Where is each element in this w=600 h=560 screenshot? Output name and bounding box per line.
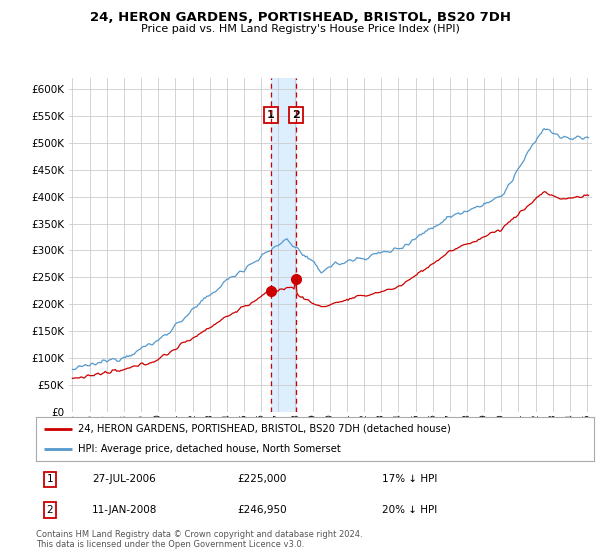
Bar (271, 78, 296, 412)
Text: 24, HERON GARDENS, PORTISHEAD, BRISTOL, BS20 7DH: 24, HERON GARDENS, PORTISHEAD, BRISTOL, … (89, 11, 511, 24)
Text: 1: 1 (267, 110, 275, 120)
Text: 24, HERON GARDENS, PORTISHEAD, BRISTOL, BS20 7DH (detached house): 24, HERON GARDENS, PORTISHEAD, BRISTOL, … (78, 424, 451, 434)
Text: 20% ↓ HPI: 20% ↓ HPI (382, 505, 437, 515)
Text: 1: 1 (47, 474, 53, 484)
Text: 11-JAN-2008: 11-JAN-2008 (92, 505, 157, 515)
Text: £246,950: £246,950 (237, 505, 287, 515)
Text: 27-JUL-2006: 27-JUL-2006 (92, 474, 155, 484)
Text: £225,000: £225,000 (237, 474, 286, 484)
Text: HPI: Average price, detached house, North Somerset: HPI: Average price, detached house, Nort… (78, 444, 341, 454)
Text: 2: 2 (292, 110, 300, 120)
Text: 17% ↓ HPI: 17% ↓ HPI (382, 474, 437, 484)
Text: Price paid vs. HM Land Registry's House Price Index (HPI): Price paid vs. HM Land Registry's House … (140, 24, 460, 34)
Text: Contains HM Land Registry data © Crown copyright and database right 2024.
This d: Contains HM Land Registry data © Crown c… (36, 530, 362, 549)
Text: 2: 2 (47, 505, 53, 515)
